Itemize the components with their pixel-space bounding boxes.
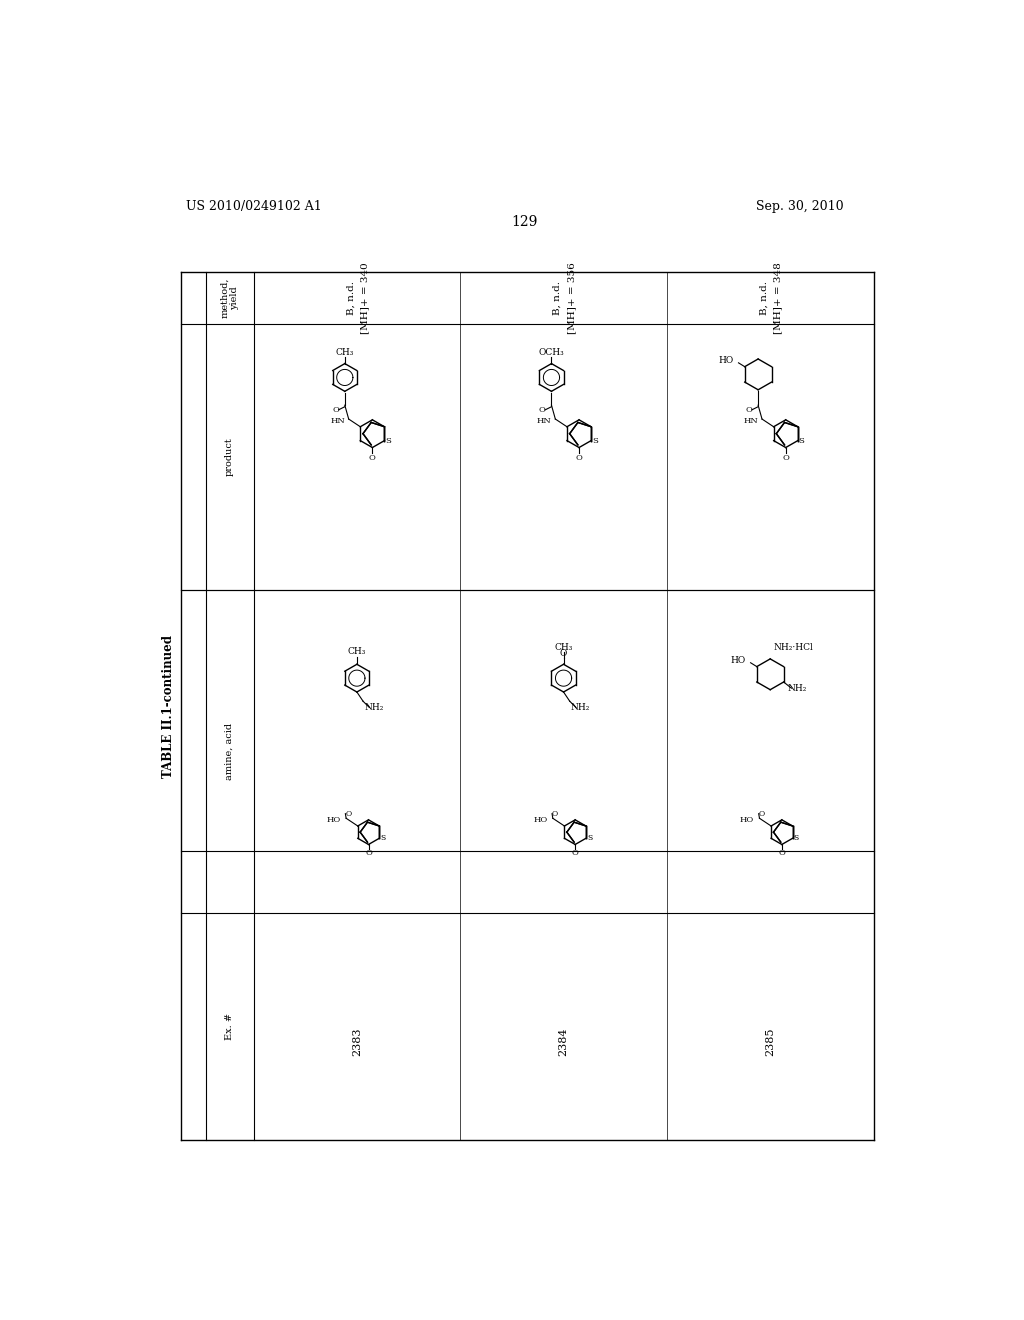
Text: O: O	[745, 405, 753, 413]
Text: [MH]+ = 348: [MH]+ = 348	[773, 263, 782, 334]
Text: Ex. #: Ex. #	[225, 1012, 234, 1040]
Text: B, n.d.: B, n.d.	[760, 281, 769, 315]
Text: US 2010/0249102 A1: US 2010/0249102 A1	[186, 199, 322, 213]
Text: CH₃: CH₃	[348, 648, 366, 656]
Text: TABLE II.1-continued: TABLE II.1-continued	[162, 635, 175, 777]
Text: O: O	[332, 405, 339, 413]
Text: HO: HO	[327, 816, 341, 824]
Text: HN: HN	[330, 417, 345, 425]
Text: HN: HN	[743, 417, 758, 425]
Text: O: O	[366, 849, 372, 857]
Text: CH₃: CH₃	[554, 643, 572, 652]
Text: O: O	[759, 809, 765, 817]
Text: CH₃: CH₃	[336, 348, 354, 358]
Text: product: product	[225, 437, 234, 477]
Text: NH₂: NH₂	[571, 704, 590, 711]
Text: method,
yield: method, yield	[220, 279, 240, 318]
Text: [MH]+ = 356: [MH]+ = 356	[567, 263, 575, 334]
Text: NH₂: NH₂	[365, 704, 384, 711]
Text: O: O	[575, 454, 583, 462]
Text: B, n.d.: B, n.d.	[346, 281, 355, 315]
Text: O: O	[571, 849, 579, 857]
Text: O: O	[778, 849, 785, 857]
Text: 129: 129	[512, 215, 538, 228]
Text: HN: HN	[537, 417, 552, 425]
Text: S: S	[381, 834, 386, 842]
Text: 2384: 2384	[558, 1028, 568, 1056]
Text: Sep. 30, 2010: Sep. 30, 2010	[756, 199, 844, 213]
Text: NH₂·HCl: NH₂·HCl	[773, 643, 813, 652]
Text: HO: HO	[534, 816, 548, 824]
Text: S: S	[592, 437, 598, 445]
Text: O: O	[345, 809, 351, 817]
Text: 2383: 2383	[352, 1028, 361, 1056]
Text: O: O	[369, 454, 376, 462]
Text: O: O	[560, 649, 567, 657]
Text: B, n.d.: B, n.d.	[553, 281, 562, 315]
Text: OCH₃: OCH₃	[539, 348, 564, 358]
Text: O: O	[552, 809, 558, 817]
Text: S: S	[794, 834, 799, 842]
Text: [MH]+ = 340: [MH]+ = 340	[360, 263, 369, 334]
Text: S: S	[799, 437, 805, 445]
Text: O: O	[782, 454, 790, 462]
Text: amine, acid: amine, acid	[225, 723, 234, 780]
Text: 2385: 2385	[765, 1028, 775, 1056]
Text: HO: HO	[719, 356, 734, 366]
Text: HO: HO	[731, 656, 745, 665]
Text: HO: HO	[739, 816, 754, 824]
Text: S: S	[385, 437, 391, 445]
Text: O: O	[539, 405, 546, 413]
Text: NH₂: NH₂	[787, 684, 807, 693]
Text: S: S	[587, 834, 593, 842]
